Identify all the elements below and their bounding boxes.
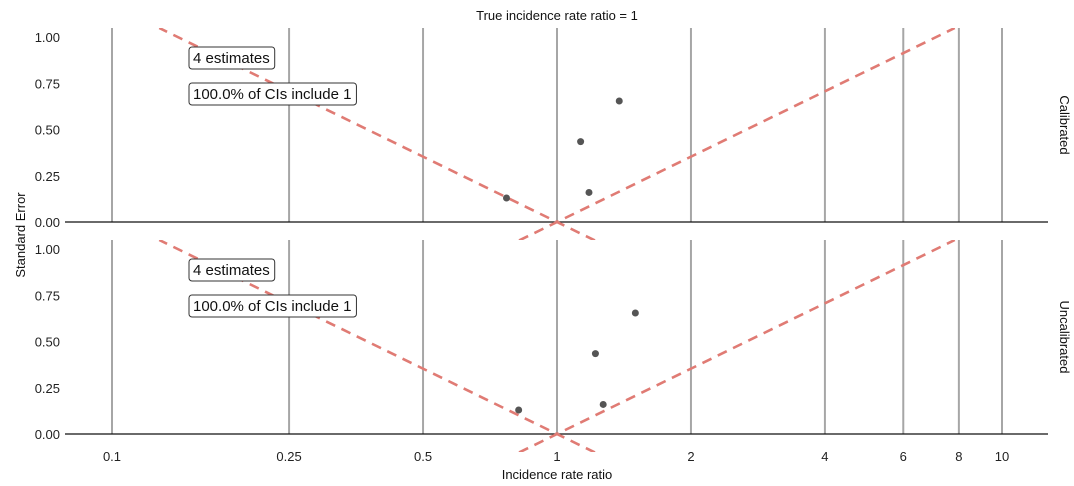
ci-upper-line	[518, 240, 956, 452]
y-tick-label: 0.75	[35, 76, 60, 91]
ci-funnel	[158, 240, 956, 452]
y-tick-label: 1.00	[35, 242, 60, 257]
x-tick-label: 0.25	[276, 449, 301, 464]
y-tick-label: 0.50	[35, 335, 60, 350]
x-axis-title: Incidence rate ratio	[502, 467, 613, 482]
x-tick-label: 0.5	[414, 449, 432, 464]
annotation-text: 100.0% of CIs include 1	[193, 86, 351, 103]
y-tick-label: 0.00	[35, 427, 60, 442]
panel-uncalibrated: 0.00 0.25 0.50 0.75 1.00 4 estimates 100.0% of…	[35, 240, 1072, 452]
ci-coverage-label: 100.0% of CIs include 1	[188, 294, 357, 318]
estimate-count-label: 4 estimates	[188, 46, 276, 70]
x-tick-label: 2	[687, 449, 694, 464]
estimate-point	[502, 194, 510, 202]
ci-coverage-label: 100.0% of CIs include 1	[188, 82, 357, 106]
ci-funnel	[158, 28, 956, 240]
facet-label: Calibrated	[1057, 95, 1072, 154]
annotation-text: 4 estimates	[193, 50, 270, 67]
facet-label: Uncalibrated	[1057, 301, 1072, 374]
estimate-point	[631, 309, 639, 317]
estimate-point	[515, 406, 523, 414]
x-tick-label: 10	[995, 449, 1009, 464]
estimate-point	[615, 97, 623, 105]
ci-upper-line	[518, 28, 956, 240]
annotation-text: 4 estimates	[193, 262, 270, 279]
estimate-count-label: 4 estimates	[188, 258, 276, 282]
estimate-point	[585, 188, 593, 196]
y-tick-label: 0.00	[35, 215, 60, 230]
y-tick-label: 0.75	[35, 288, 60, 303]
x-tick-label: 8	[955, 449, 962, 464]
estimate-point	[599, 400, 607, 408]
x-tick-label: 1	[553, 449, 560, 464]
ci-lower-line	[158, 240, 596, 452]
y-tick-label: 0.50	[35, 123, 60, 138]
estimate-point	[591, 350, 599, 358]
y-tick-label: 0.25	[35, 169, 60, 184]
x-tick-label: 4	[821, 449, 828, 464]
annotation-box	[188, 258, 276, 282]
y-tick-label: 1.00	[35, 30, 60, 45]
chart-title: True incidence rate ratio = 1	[476, 8, 638, 23]
annotation-box	[188, 294, 357, 318]
x-tick-label: 6	[900, 449, 907, 464]
y-tick-label: 0.25	[35, 381, 60, 396]
annotation-box	[188, 46, 276, 70]
y-axis-title: Standard Error	[13, 192, 28, 278]
ci-lower-line	[158, 28, 596, 240]
annotation-box	[188, 82, 357, 106]
x-tick-label: 0.1	[103, 449, 121, 464]
annotation-text: 100.0% of CIs include 1	[193, 298, 351, 315]
estimate-point	[577, 138, 585, 146]
panels: 0.00 0.25 0.50 0.75 1.00 4 estimates 100.0% of…	[35, 28, 1072, 452]
x-tick-labels: 0.1 0.25 0.5 1 2 4 6 8 10	[103, 449, 1009, 464]
panel-calibrated: 0.00 0.25 0.50 0.75 1.00 4 estimates 100.0% of…	[35, 28, 1072, 240]
